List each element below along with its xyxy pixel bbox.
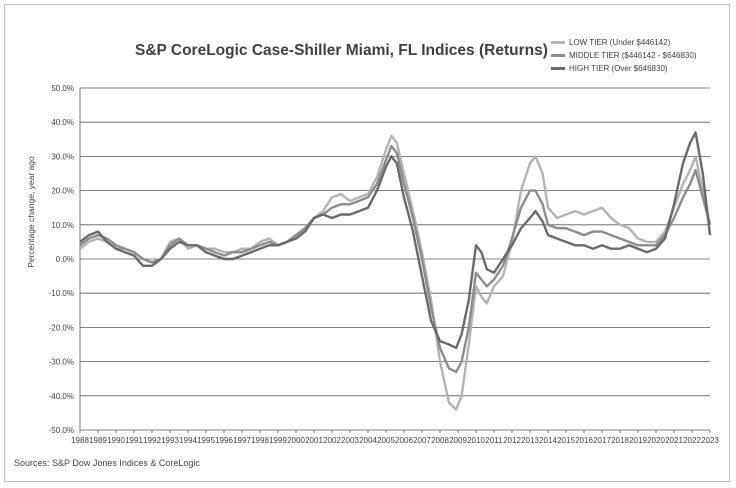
legend-entry: MIDDLE TIER ($446142 - $646830) <box>551 49 696 62</box>
y-tick-label: -50.0% <box>49 426 74 435</box>
x-tick-label: 2009 <box>449 436 467 445</box>
y-tick-label: 30.0% <box>51 152 74 161</box>
x-tick-label: 2017 <box>593 436 611 445</box>
y-tick-label: -20.0% <box>49 323 74 332</box>
y-tick-label: -30.0% <box>49 358 74 367</box>
x-tick-label: 1991 <box>125 436 143 445</box>
y-tick-label: 50.0% <box>51 84 74 93</box>
x-tick-label: 2007 <box>413 436 431 445</box>
y-tick-label: 20.0% <box>51 187 74 196</box>
y-tick-label: 10.0% <box>51 221 74 230</box>
x-tick-label: 2002 <box>323 436 341 445</box>
series-line-3 <box>79 131 712 350</box>
x-tick-label: 2018 <box>611 436 629 445</box>
legend-swatch <box>551 54 565 57</box>
x-tick-label: 1993 <box>161 436 179 445</box>
x-tick-label: 1992 <box>143 436 161 445</box>
x-tick-label: 2015 <box>557 436 575 445</box>
x-tick-label: 2006 <box>395 436 413 445</box>
legend-swatch <box>551 41 565 44</box>
legend-swatch <box>551 67 565 70</box>
legend-entry: HIGH TIER (Over $646830) <box>551 62 696 75</box>
x-tick-label: 2019 <box>629 436 647 445</box>
y-tick-label: -10.0% <box>49 289 74 298</box>
series-line-1 <box>79 134 712 411</box>
x-tick-label: 1990 <box>107 436 125 445</box>
x-tick-label: 2000 <box>287 436 305 445</box>
x-tick-label: 1997 <box>233 436 251 445</box>
source-note: Sources: S&P Dow Jones Indices & CoreLog… <box>14 458 200 468</box>
x-tick-label: 2014 <box>539 436 557 445</box>
x-tick-label: 1998 <box>251 436 269 445</box>
x-tick-label: 2008 <box>431 436 449 445</box>
x-tick-label: 1989 <box>89 436 107 445</box>
x-tick-label: 2023 <box>701 436 719 445</box>
x-tick-label: 1996 <box>215 436 233 445</box>
x-tick-label: 1999 <box>269 436 287 445</box>
x-tick-label: 2020 <box>647 436 665 445</box>
x-tick-label: 2021 <box>665 436 683 445</box>
legend-label: MIDDLE TIER ($446142 - $646830) <box>569 51 697 60</box>
y-tick-label: -40.0% <box>49 392 74 401</box>
legend-label: HIGH TIER (Over $646830) <box>569 64 668 73</box>
x-tick-label: 2013 <box>521 436 539 445</box>
legend-label: LOW TIER (Under $446142) <box>569 38 671 47</box>
x-tick-label: 2010 <box>467 436 485 445</box>
x-tick-label: 2012 <box>503 436 521 445</box>
chart-legend: LOW TIER (Under $446142) MIDDLE TIER ($44… <box>551 36 696 75</box>
x-tick-label: 2011 <box>485 436 503 445</box>
x-tick-label: 1994 <box>179 436 197 445</box>
x-tick-label: 2005 <box>377 436 395 445</box>
x-tick-label: 2004 <box>359 436 377 445</box>
y-tick-label: 40.0% <box>51 118 74 127</box>
chart-frame <box>4 4 730 482</box>
chart-title: S&P CoreLogic Case-Shiller Miami, FL Ind… <box>135 42 548 59</box>
x-tick-label: 2001 <box>305 436 323 445</box>
x-tick-label: 2022 <box>683 436 701 445</box>
y-tick-label: 0.0% <box>56 255 74 264</box>
x-tick-label: 2016 <box>575 436 593 445</box>
legend-entry: LOW TIER (Under $446142) <box>551 36 696 49</box>
x-tick-label: 1995 <box>197 436 215 445</box>
x-tick-label: 2003 <box>341 436 359 445</box>
x-tick-label: 1988 <box>71 436 89 445</box>
